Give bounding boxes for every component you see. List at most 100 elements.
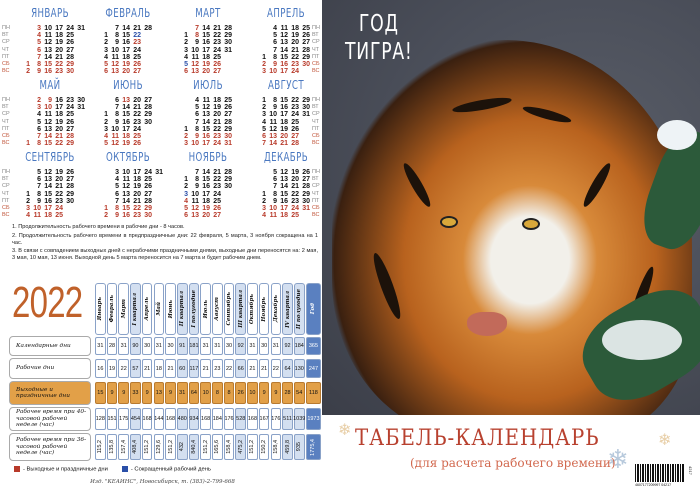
empty-day <box>20 32 31 39</box>
day: 14 <box>122 104 130 112</box>
weekday-label: ВТ <box>2 104 9 111</box>
day: 16 <box>280 104 288 112</box>
day: 30 <box>224 39 232 47</box>
cell-value: 176 <box>271 416 281 422</box>
day: 5 <box>37 169 41 176</box>
empty-day <box>233 169 244 176</box>
empty-day <box>233 191 244 198</box>
weekday-label: ВС <box>2 68 10 75</box>
weekday-label: СБ <box>312 133 320 140</box>
empty-day <box>75 169 86 176</box>
weekday-label: СБ <box>2 133 10 140</box>
empty-day <box>222 191 233 198</box>
day: 15 <box>202 32 210 40</box>
cell-value: 21 <box>167 365 174 372</box>
day: 2 <box>262 61 266 69</box>
day: 13 <box>111 68 119 76</box>
table-cell: 30 <box>223 337 235 355</box>
cell-value: 115,2 <box>97 440 104 454</box>
month-name: ФЕВРАЛЬ <box>105 6 151 20</box>
column-header: III квартал <box>235 283 247 335</box>
day: 14 <box>280 183 288 191</box>
day: 27 <box>66 125 74 133</box>
empty-day <box>233 68 244 75</box>
day: 1 <box>26 61 30 69</box>
cell-value: 30 <box>167 343 174 349</box>
day: 6 <box>273 176 277 184</box>
day: 8 <box>115 111 119 119</box>
day: 25 <box>133 133 141 141</box>
day: 30 <box>224 133 232 141</box>
day: 11 <box>191 53 199 61</box>
empty-day <box>222 212 233 219</box>
table-cell: 33 <box>130 382 141 404</box>
day: 8 <box>37 190 41 198</box>
day: 5 <box>37 118 41 126</box>
day: 23 <box>291 197 299 205</box>
weekday-label: ВС <box>312 212 320 219</box>
empty-day <box>75 205 86 212</box>
day: 29 <box>66 61 74 69</box>
weekday-label: СБ <box>312 205 320 212</box>
day: 20 <box>202 68 210 76</box>
day: 15 <box>202 125 210 133</box>
weekday-label: ЧТ <box>312 190 320 197</box>
column-header-label: Январь <box>97 297 104 321</box>
day: 15 <box>122 111 130 119</box>
day: 22 <box>291 190 299 198</box>
table-cell: 151,2 <box>141 434 153 460</box>
month-11: НОЯБРЬ 7 14 21 28 1 8 15 22 29 2 9 16 23 30 3 10 17 24 4 11 1… <box>168 150 248 219</box>
table-cell: 9 <box>106 382 118 404</box>
day: 9 <box>115 212 119 220</box>
cell-value: 16 <box>97 365 104 372</box>
day: 3 <box>37 25 41 32</box>
day: 19 <box>291 32 299 40</box>
empty-day <box>222 205 233 212</box>
day: 2 <box>262 197 266 205</box>
day: 20 <box>133 97 141 104</box>
column-header-label: I квартал <box>132 292 139 326</box>
cell-value: 60 <box>179 365 186 372</box>
day: 1 <box>184 125 188 133</box>
table-cell: 175 <box>118 408 130 430</box>
day: 30 <box>224 183 232 191</box>
table-cell: 8 <box>212 382 223 404</box>
day: 20 <box>202 212 210 220</box>
empty-day <box>178 119 189 126</box>
cell-value: 165,6 <box>214 440 221 454</box>
table-cell: 92 <box>282 337 293 355</box>
day: 7 <box>273 183 277 191</box>
table-cell: 129,6 <box>153 434 165 460</box>
empty-day <box>233 133 244 140</box>
empty-day <box>142 47 153 54</box>
empty-day <box>178 169 189 176</box>
cell-value: 511 <box>283 416 292 422</box>
table-cell: 91 <box>176 337 188 355</box>
day: 4 <box>115 176 119 184</box>
month-name: ИЮЛЬ <box>193 78 223 92</box>
empty-day <box>142 54 153 61</box>
day: 5 <box>262 125 266 133</box>
empty-day <box>153 126 164 133</box>
day: 18 <box>280 212 288 220</box>
table-cell: 21 <box>141 359 153 378</box>
day: 13 <box>280 39 288 47</box>
day: 10 <box>269 68 277 76</box>
empty-day <box>153 104 164 111</box>
year-of-tiger-title: ГОД ТИГРА! <box>345 10 413 66</box>
legend: - Выходные и праздничные дни - Сокращенн… <box>14 466 211 473</box>
cell-value: 26 <box>237 390 244 396</box>
cell-value: 31 <box>202 343 209 349</box>
day: 10 <box>269 205 277 213</box>
weekday-label: ПН <box>312 169 320 175</box>
table-cell: 117 <box>188 359 200 378</box>
column-header: Июнь <box>165 283 176 335</box>
day: 19 <box>291 169 299 176</box>
cell-value: 66 <box>237 365 244 372</box>
day: 8 <box>273 190 277 198</box>
table-cell: 22 <box>118 359 130 378</box>
empty-day <box>20 111 31 118</box>
cell-value: 118 <box>309 390 318 396</box>
barcode-number: 4607177209997 04217 <box>635 483 672 487</box>
empty-day <box>20 183 31 190</box>
